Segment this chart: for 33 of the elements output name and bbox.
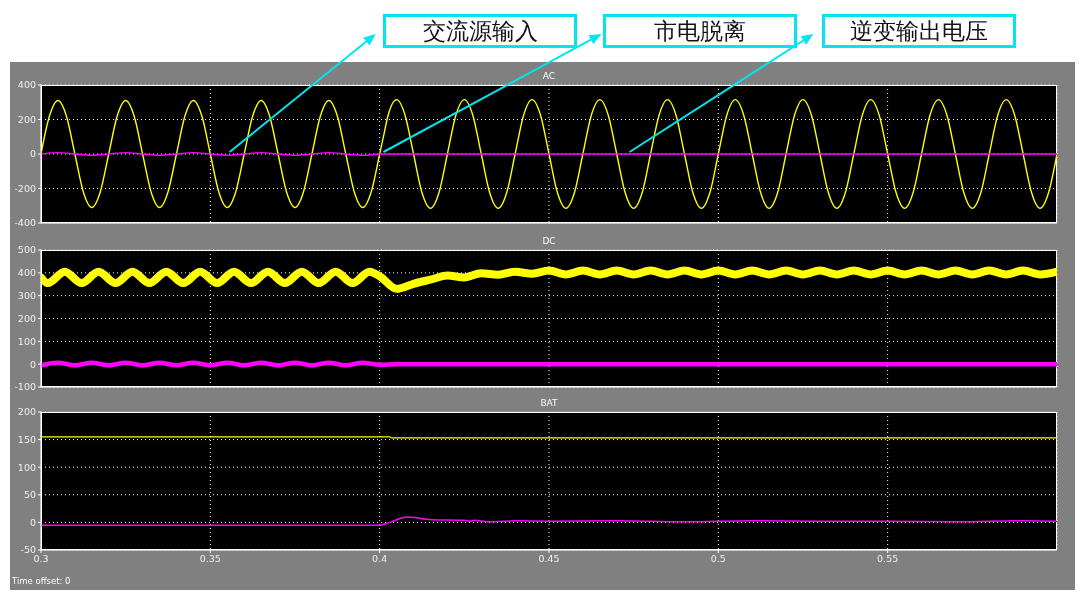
chart-title: DC: [541, 235, 557, 247]
x-tick-label: 0.4: [372, 552, 388, 564]
y-tick-label: 400: [17, 79, 36, 91]
x-tick-label: 0.55: [877, 552, 899, 564]
chart-title: BAT: [539, 397, 559, 409]
y-tick-label: -200: [14, 182, 36, 194]
y-tick-label: 300: [17, 290, 36, 302]
text: 交流源输入: [383, 14, 577, 48]
y-tick-label: -100: [14, 381, 36, 393]
y-tick-label: 500: [17, 244, 36, 256]
y-tick-label: -400: [14, 217, 36, 229]
y-tick-label: 0: [29, 516, 36, 528]
y-tick-label: 150: [17, 433, 36, 445]
y-tick-label: 400: [17, 267, 36, 279]
y-tick-label: 200: [17, 312, 36, 324]
chart-title: AC: [541, 70, 557, 82]
text: Time offset: 0: [12, 575, 71, 587]
y-tick-label: 200: [17, 406, 36, 418]
line-series: [41, 98, 1057, 210]
y-tick-label: 100: [17, 461, 36, 473]
line-series: [41, 516, 1057, 526]
x-tick-label: 0.35: [199, 552, 221, 564]
y-tick-label: 50: [23, 489, 36, 501]
y-tick-label: 0: [29, 148, 36, 160]
x-tick-label: 0.5: [710, 552, 726, 564]
x-tick-label: 0.45: [538, 552, 560, 564]
text: 市电脱离: [603, 14, 797, 48]
text: 逆变输出电压: [822, 14, 1016, 48]
y-tick-label: 0: [29, 358, 36, 370]
x-tick-label: 0.3: [33, 552, 49, 564]
y-tick-label: 200: [17, 113, 36, 125]
y-tick-label: -50: [20, 544, 36, 556]
y-tick-label: 100: [17, 335, 36, 347]
